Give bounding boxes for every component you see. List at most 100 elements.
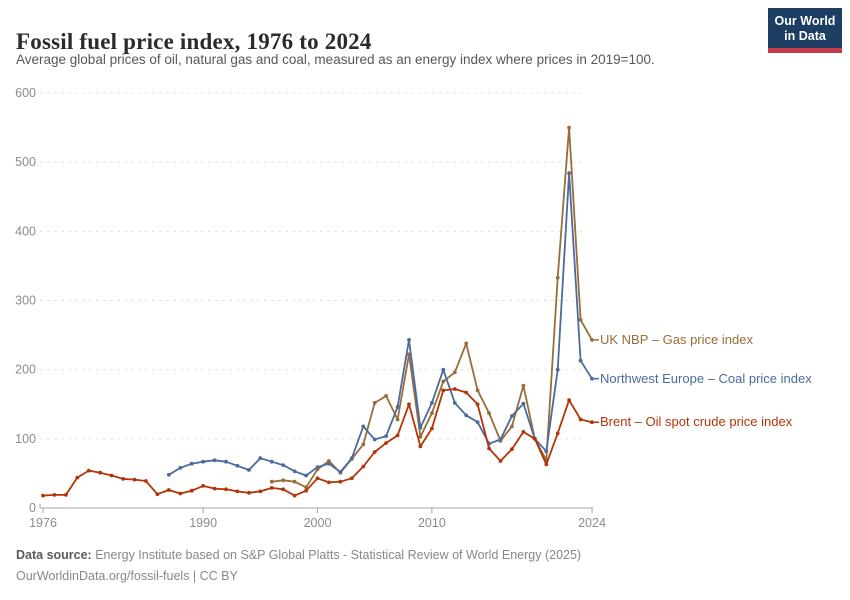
series-marker-oil-1993 bbox=[235, 489, 240, 494]
series-marker-oil-1992 bbox=[224, 487, 228, 492]
series-marker-coal-2001 bbox=[327, 461, 331, 466]
series-marker-gas-2018 bbox=[521, 383, 526, 388]
series-marker-gas-1997 bbox=[281, 478, 286, 483]
page-title: Fossil fuel price index, 1976 to 2024 bbox=[16, 29, 372, 55]
series-marker-oil-1994 bbox=[247, 490, 251, 495]
series-marker-coal-2011 bbox=[441, 367, 446, 372]
series-marker-coal-1987 bbox=[166, 472, 171, 477]
legend-coal-series[interactable]: Northwest Europe – Coal price index bbox=[600, 370, 812, 386]
x-axis-tick-label-1976: 1976 bbox=[29, 516, 57, 530]
series-marker-coal-2018 bbox=[521, 401, 526, 406]
series-marker-oil-2019 bbox=[532, 436, 537, 441]
series-line-coal bbox=[167, 172, 593, 477]
series-marker-oil-1979 bbox=[75, 475, 80, 480]
series-marker-oil-2018 bbox=[521, 430, 526, 434]
series-marker-oil-1999 bbox=[304, 488, 308, 493]
series-marker-oil-2001 bbox=[327, 480, 331, 485]
series-marker-gas-2022 bbox=[567, 125, 571, 130]
series-marker-coal-2004 bbox=[361, 424, 366, 429]
series-marker-coal-1997 bbox=[281, 463, 286, 467]
chart-plot-area[interactable]: 0 100 200 300 400 500 600 1976 1990 2000 2010 2024 bbox=[0, 0, 850, 545]
series-marker-gas-2012 bbox=[452, 370, 457, 375]
series-marker-oil-1991 bbox=[212, 486, 217, 491]
series-marker-oil-2013 bbox=[464, 390, 469, 395]
footer-separator: | bbox=[189, 569, 200, 583]
series-marker-coal-2003 bbox=[349, 456, 354, 461]
series-marker-coal-1999 bbox=[304, 473, 308, 478]
footer-license: CC BY bbox=[199, 569, 238, 583]
series-marker-oil-1983 bbox=[121, 477, 125, 481]
series-marker-oil-2017 bbox=[510, 447, 514, 452]
owid-logo[interactable]: Our World in Data bbox=[768, 8, 842, 53]
series-marker-oil-2004 bbox=[361, 464, 366, 469]
y-axis-tick-label-0: 0 bbox=[29, 501, 36, 515]
series-marker-oil-2005 bbox=[372, 450, 377, 454]
series-marker-oil-2009 bbox=[418, 444, 423, 449]
series-marker-gas-2017 bbox=[510, 424, 514, 429]
series-marker-oil-1978 bbox=[64, 493, 68, 497]
series-marker-coal-2021 bbox=[555, 367, 560, 372]
series-line-gas bbox=[270, 126, 593, 489]
series-marker-oil-1984 bbox=[132, 477, 137, 482]
series-marker-gas-2004 bbox=[361, 442, 366, 447]
series-marker-gas-2001 bbox=[327, 459, 331, 463]
series-marker-oil-2008 bbox=[407, 402, 411, 407]
y-axis-tick-label-300: 300 bbox=[15, 294, 36, 308]
series-marker-gas-2015 bbox=[487, 411, 491, 416]
series-marker-coal-1994 bbox=[247, 468, 251, 472]
series-marker-coal-2008 bbox=[407, 338, 411, 342]
series-marker-coal-1989 bbox=[189, 461, 194, 466]
y-axis-tick-label-200: 200 bbox=[15, 363, 36, 377]
series-marker-oil-1976 bbox=[41, 493, 45, 498]
x-axis-tick-label-2010: 2010 bbox=[418, 516, 446, 530]
series-marker-oil-1987 bbox=[166, 488, 171, 492]
series-marker-gas-2005 bbox=[372, 401, 377, 405]
series-marker-oil-2012 bbox=[452, 387, 457, 391]
series-marker-coal-2023 bbox=[578, 358, 583, 363]
series-marker-oil-1995 bbox=[258, 489, 263, 494]
series-marker-oil-2015 bbox=[487, 446, 491, 451]
chart-footer: Data source: Energy Institute based on S… bbox=[16, 545, 581, 587]
series-marker-gas-2010 bbox=[430, 411, 434, 416]
series-marker-gas-2006 bbox=[384, 394, 388, 398]
series-marker-gas-2013 bbox=[464, 341, 469, 346]
footer-license-line: OurWorldinData.org/fossil-fuels | CC BY bbox=[16, 566, 581, 587]
y-axis-tick-label-500: 500 bbox=[15, 155, 36, 169]
series-marker-oil-2016 bbox=[498, 459, 503, 463]
series-marker-oil-2010 bbox=[430, 426, 434, 431]
series-marker-oil-2003 bbox=[349, 476, 354, 481]
series-marker-coal-2017 bbox=[510, 414, 514, 418]
x-axis-tick-label-2024: 2024 bbox=[578, 516, 606, 530]
series-marker-coal-1996 bbox=[269, 459, 274, 464]
y-axis-tick-label-600: 600 bbox=[15, 86, 36, 100]
footer-url-link[interactable]: OurWorldinData.org/fossil-fuels bbox=[16, 569, 190, 583]
footer-source-label: Data source: bbox=[16, 548, 92, 562]
series-marker-coal-2013 bbox=[464, 413, 469, 418]
series-marker-coal-2012 bbox=[452, 401, 457, 405]
legend-oil-series[interactable]: Brent – Oil spot crude price index bbox=[600, 414, 793, 430]
series-marker-oil-1988 bbox=[178, 491, 183, 496]
series-marker-oil-1989 bbox=[189, 488, 194, 493]
owid-logo-text: Our World in Data bbox=[768, 8, 842, 48]
series-marker-oil-2020 bbox=[544, 462, 549, 467]
page-subtitle: Average global prices of oil, natural ga… bbox=[16, 52, 655, 67]
legend-gas-series[interactable]: UK NBP – Gas price index bbox=[600, 331, 753, 347]
series-marker-oil-1996 bbox=[269, 486, 274, 490]
series-marker-gas-2014 bbox=[475, 388, 480, 393]
series-marker-gas-2007 bbox=[395, 417, 400, 422]
series-marker-coal-2022 bbox=[567, 171, 571, 176]
series-marker-oil-1986 bbox=[155, 492, 160, 497]
series-marker-oil-1977 bbox=[52, 493, 57, 497]
x-axis-tick-label-1990: 1990 bbox=[189, 516, 217, 530]
series-marker-oil-2022 bbox=[567, 398, 571, 402]
owid-logo-line2: in Data bbox=[784, 28, 826, 43]
series-marker-coal-2014 bbox=[475, 420, 480, 425]
series-marker-oil-2014 bbox=[475, 402, 480, 407]
series-marker-oil-2002 bbox=[338, 479, 343, 484]
y-axis-tick-label-400: 400 bbox=[15, 224, 36, 238]
series-marker-oil-2024 bbox=[590, 420, 594, 425]
series-marker-oil-2023 bbox=[578, 417, 583, 422]
series-marker-oil-1980 bbox=[86, 468, 91, 473]
series-marker-gas-1999 bbox=[304, 485, 308, 490]
